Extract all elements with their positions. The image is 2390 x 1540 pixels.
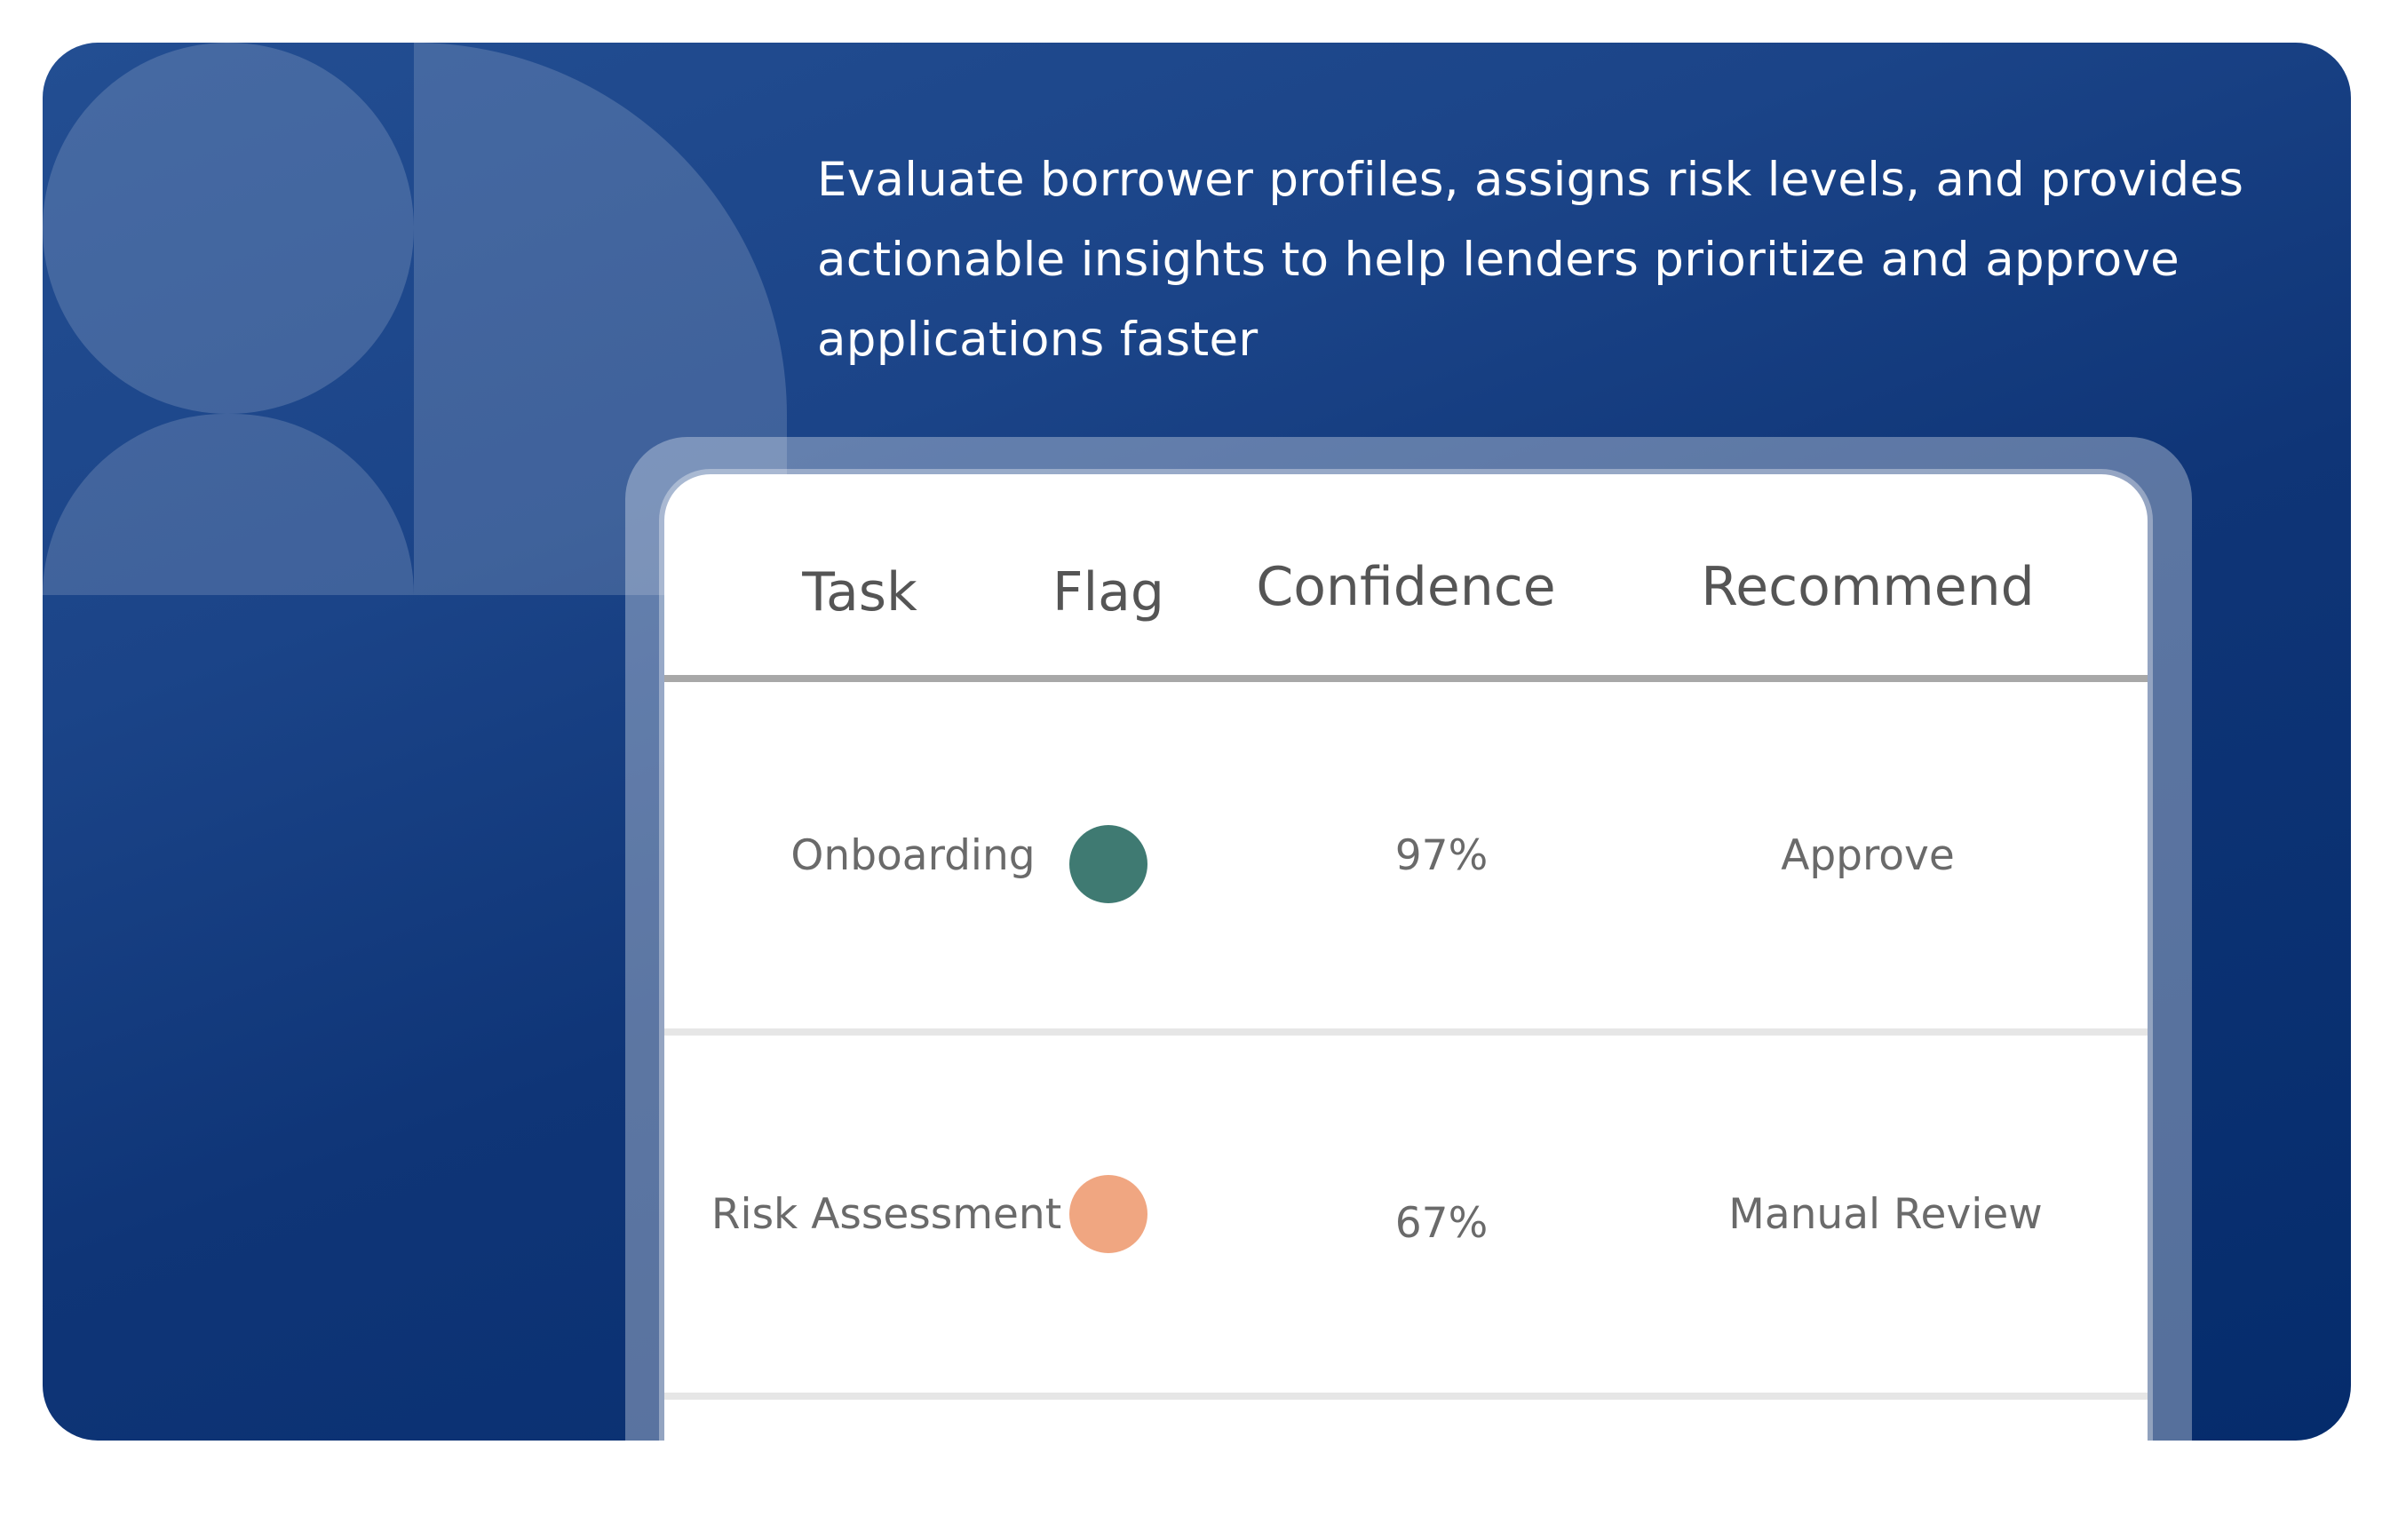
decorative-circle-shape bbox=[43, 43, 414, 414]
table-header-row: Task Flag Confidence Recommend bbox=[664, 474, 2148, 682]
flag-cell bbox=[1020, 1036, 1197, 1393]
flag-cell bbox=[1020, 682, 1197, 1037]
column-header-recommend: Recommend bbox=[1701, 556, 2035, 618]
status-dot-icon bbox=[1069, 825, 1147, 903]
feature-description: Evaluate borrower profiles, assigns risk… bbox=[817, 153, 2244, 367]
column-header-task: Task bbox=[802, 561, 917, 623]
task-cell: Risk Assessment bbox=[711, 1189, 1062, 1239]
confidence-cell: 67% bbox=[1394, 1198, 1489, 1248]
decorative-half-circle-shape bbox=[43, 414, 414, 595]
recommend-cell: Approve bbox=[1781, 830, 1955, 880]
status-dot-icon bbox=[1069, 1175, 1147, 1253]
risk-table: Task Flag Confidence Recommend Onboardin… bbox=[664, 474, 2148, 1540]
column-header-flag: Flag bbox=[1052, 561, 1165, 623]
table-row[interactable]: Onboarding 97% Approve bbox=[664, 682, 2148, 1036]
task-cell: Onboarding bbox=[790, 830, 1036, 880]
confidence-cell: 97% bbox=[1394, 830, 1489, 880]
column-header-confidence: Confidence bbox=[1256, 556, 1556, 618]
recommend-cell: Manual Review bbox=[1728, 1189, 2043, 1239]
table-row[interactable]: Risk Assessment 67% Manual Review bbox=[664, 1036, 2148, 1400]
